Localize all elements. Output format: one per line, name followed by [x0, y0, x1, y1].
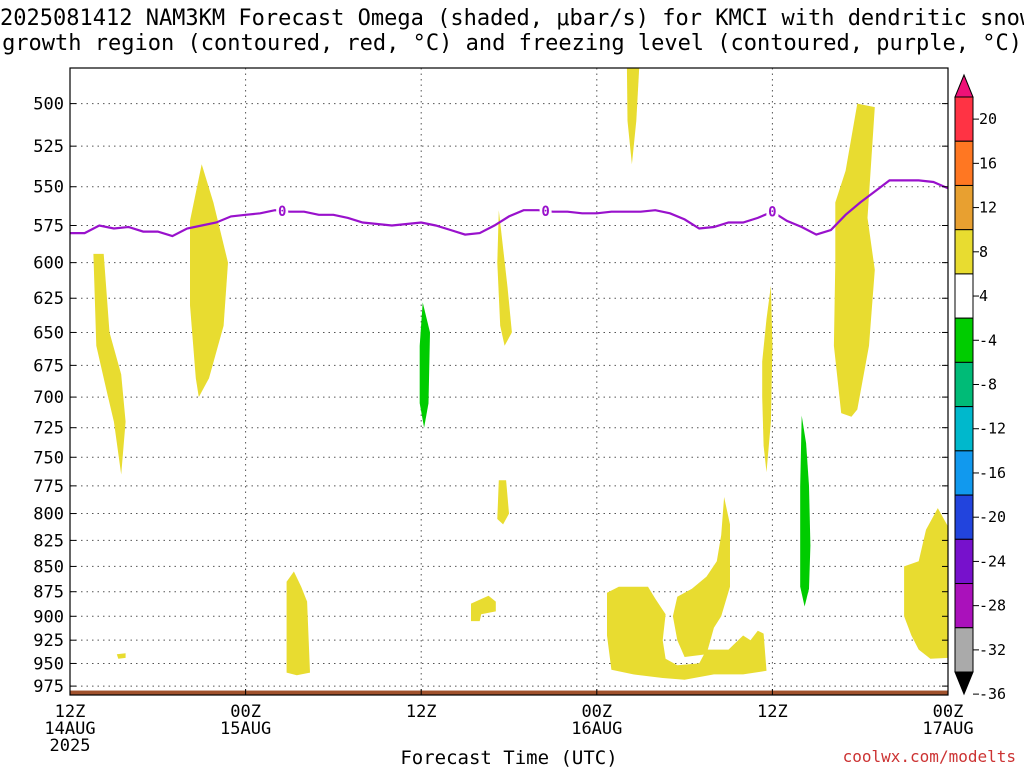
chart-title: 2025081412 NAM3KM Forecast Omega (shaded… — [0, 6, 1024, 56]
colorbar-tick-label: -28 — [979, 597, 1006, 615]
y-tick-label: 650 — [33, 323, 64, 343]
chart-title-line2: growth region (contoured, red, °C) and f… — [2, 31, 1022, 56]
y-tick-label: 625 — [33, 289, 64, 309]
omega-region — [93, 253, 126, 475]
freezing-level-label: 0 — [541, 204, 549, 220]
plot-frame — [69, 67, 949, 696]
colorbar-bin — [954, 494, 974, 540]
omega-region — [800, 415, 811, 607]
colorbar-tick-label: -16 — [979, 464, 1006, 482]
omega-region — [497, 480, 509, 525]
colorbar-bin — [954, 140, 974, 186]
colorbar-bin — [954, 317, 974, 363]
colorbar: 20 16 12 8 4 -4 -8 -12 -16 -20 -24 -28 -32 -36 — [954, 73, 1006, 703]
chart-title-line1: 2025081412 NAM3KM Forecast Omega (shaded… — [0, 6, 1024, 31]
colorbar-bin — [954, 583, 974, 629]
omega-shaded-regions — [93, 68, 948, 680]
colorbar-tick-label: 8 — [979, 243, 988, 261]
y-tick-label: 750 — [33, 448, 64, 468]
x-tick-label: 00Z — [933, 702, 964, 722]
colorbar-bin — [954, 450, 974, 496]
omega-region — [672, 497, 730, 657]
x-tick-label: 17AUG — [922, 719, 973, 739]
freezing-label-bg — [766, 203, 779, 220]
omega-region — [833, 103, 875, 417]
colorbar-tick-label: 16 — [979, 154, 997, 172]
colorbar-tick-label: -20 — [979, 508, 1006, 526]
colorbar-tick-label: -32 — [979, 641, 1006, 659]
omega-region — [116, 653, 126, 659]
x-tick-label: 14AUG — [44, 719, 95, 739]
y-tick-label: 925 — [33, 631, 64, 651]
y-tick-label: 600 — [33, 254, 64, 274]
colorbar-bin — [954, 538, 974, 585]
y-tick-label: 825 — [33, 531, 64, 551]
freezing-level-line — [70, 179, 948, 238]
y-tick-label: 725 — [33, 419, 64, 439]
freezing-label-bg — [276, 202, 289, 219]
y-tick-label: 775 — [33, 477, 64, 497]
omega-region — [190, 164, 228, 398]
colorbar-tick-label: -36 — [979, 685, 1006, 703]
y-tick-label: 800 — [33, 505, 64, 525]
x-tick-label: 12Z — [406, 702, 437, 722]
omega-region — [762, 285, 773, 473]
y-tick-label: 950 — [33, 654, 64, 674]
colorbar-bin — [954, 96, 974, 142]
y-tick-label: 700 — [33, 388, 64, 408]
omega-region — [471, 595, 496, 622]
y-tick-label: 500 — [33, 95, 64, 115]
colorbar-bin — [954, 361, 974, 408]
x-tick-label: 00Z — [230, 702, 261, 722]
ground-fill — [70, 690, 948, 695]
colorbar-top-arrow — [954, 73, 974, 98]
freezing-level-label: 0 — [768, 205, 776, 221]
x-tick-label: 15AUG — [220, 719, 271, 739]
colorbar-bin — [954, 273, 974, 319]
colorbar-tick-label: -4 — [979, 331, 997, 349]
x-axis-title: Forecast Time (UTC) — [400, 747, 617, 768]
colorbar-tick-label: -8 — [979, 376, 997, 394]
omega-region — [607, 586, 767, 680]
omega-region — [626, 68, 640, 165]
x-tick-label: 12Z — [757, 702, 788, 722]
x-tick-label: 2025 — [50, 736, 91, 756]
y-tick-label: 675 — [33, 356, 64, 376]
x-tick-label: 00Z — [581, 702, 612, 722]
colorbar-tick-label: 12 — [979, 199, 997, 217]
omega-region — [286, 571, 310, 676]
y-tick-label: 550 — [33, 178, 64, 198]
colorbar-bin — [954, 229, 974, 275]
colorbar-tick-label: 4 — [979, 287, 988, 305]
omega-region — [904, 508, 948, 659]
omega-region — [419, 302, 430, 428]
x-tick-label: 16AUG — [571, 719, 622, 739]
y-tick-label: 525 — [33, 137, 64, 157]
y-tick-label: 900 — [33, 607, 64, 627]
colorbar-bin — [954, 627, 974, 673]
y-tick-label: 575 — [33, 217, 64, 237]
colorbar-bin — [954, 406, 974, 452]
freezing-label-bg — [539, 202, 552, 219]
ground-band — [70, 690, 948, 695]
freezing-level-contour: 0 0 0 — [70, 179, 948, 238]
y-tick-label: 850 — [33, 557, 64, 577]
omega-region — [497, 210, 512, 346]
colorbar-bin — [954, 184, 974, 231]
x-tick-label: 12Z — [55, 702, 86, 722]
y-axis-ticks: 500 525 550 575 600 625 650 675 700 725 750 775 800 8… — [33, 95, 948, 697]
colorbar-tick-label: 20 — [979, 110, 997, 128]
freezing-level-label: 0 — [278, 204, 286, 220]
colorbar-tick-label: -24 — [979, 552, 1006, 570]
y-tick-label: 875 — [33, 583, 64, 603]
credit-text: coolwx.com/modelts — [843, 747, 1016, 766]
colorbar-bottom-arrow — [954, 671, 974, 696]
colorbar-tick-label: -12 — [979, 420, 1006, 438]
y-tick-label: 975 — [33, 677, 64, 697]
